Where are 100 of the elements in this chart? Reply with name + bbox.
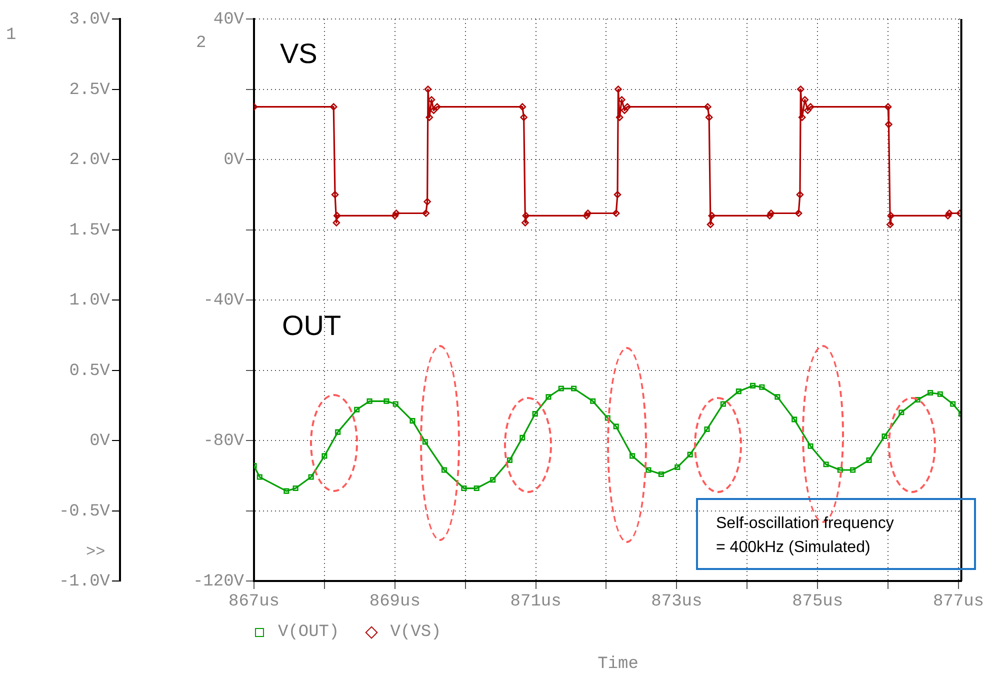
annotation: VS — [280, 38, 318, 70]
y-tick-label: 3.0V — [69, 10, 111, 30]
point — [430, 106, 438, 114]
x-tick-label: 867us — [228, 592, 280, 612]
point — [823, 462, 829, 468]
point — [620, 106, 628, 114]
point — [796, 190, 804, 198]
y-tick-label: 1.0V — [69, 292, 111, 310]
point — [392, 210, 400, 217]
point — [614, 86, 622, 93]
point — [616, 114, 624, 121]
y-tick-label: 2.5V — [69, 80, 111, 100]
point — [410, 418, 416, 424]
y-tick-label: 0.5V — [69, 362, 111, 381]
point — [474, 486, 480, 492]
point — [674, 464, 680, 470]
point — [886, 220, 894, 228]
legend-label: V(OUT) — [278, 623, 340, 642]
point — [256, 474, 262, 480]
legend-label: V(VS) — [390, 623, 442, 642]
x-tick-label: 869us — [369, 592, 420, 612]
point — [704, 426, 710, 432]
point — [546, 394, 552, 400]
point — [461, 486, 467, 492]
point — [520, 114, 528, 121]
point — [808, 443, 814, 449]
point — [885, 120, 892, 128]
y2-tick-label: -80V — [203, 432, 245, 451]
y2-tick-label: 0V — [224, 151, 245, 170]
point — [558, 386, 564, 392]
point — [292, 486, 298, 492]
point — [946, 210, 953, 217]
point — [837, 467, 843, 473]
point — [614, 190, 622, 198]
point — [426, 114, 434, 121]
point — [928, 390, 934, 396]
point — [333, 212, 341, 220]
point — [705, 114, 713, 121]
point — [424, 198, 431, 206]
point — [332, 219, 340, 226]
point — [884, 103, 892, 110]
point — [366, 398, 372, 404]
point — [804, 106, 812, 114]
point — [520, 434, 526, 440]
point — [794, 210, 802, 217]
y2-tick-label: 40V — [213, 10, 245, 30]
point — [914, 396, 920, 403]
point — [532, 411, 538, 417]
point — [866, 457, 872, 463]
point — [506, 457, 512, 463]
point — [687, 452, 693, 458]
point — [630, 453, 636, 459]
point — [284, 488, 290, 494]
point — [704, 103, 712, 110]
point — [797, 86, 804, 93]
y-tick-label: -0.5V — [58, 502, 111, 522]
x-tick-label: 873us — [651, 592, 702, 612]
point — [384, 398, 390, 404]
point — [706, 220, 714, 228]
point — [898, 410, 904, 416]
point — [612, 210, 620, 217]
text: >> — [86, 543, 106, 561]
point — [937, 391, 943, 397]
point — [774, 394, 780, 400]
point — [518, 103, 526, 110]
x-tick-label: 877us — [932, 592, 984, 612]
annotation: OUT — [282, 310, 342, 342]
point — [792, 416, 798, 422]
point — [766, 212, 774, 220]
point — [571, 386, 577, 392]
point — [767, 210, 775, 217]
point — [736, 388, 742, 394]
point — [424, 86, 432, 93]
point — [646, 467, 652, 473]
point — [308, 474, 314, 480]
y-tick-label: -1.0V — [58, 572, 111, 592]
point — [354, 406, 360, 412]
y-tick-label: 2.0V — [69, 151, 111, 170]
y-tick-label: 1.5V — [69, 221, 111, 240]
point — [330, 103, 338, 110]
point — [590, 398, 596, 404]
point — [441, 467, 447, 473]
point — [522, 212, 530, 220]
point — [850, 467, 856, 473]
point — [798, 114, 806, 121]
point — [887, 212, 894, 220]
annotation: Self-oscillation frequency = 400kHz (Simulated) — [696, 498, 976, 570]
point — [801, 96, 809, 104]
point — [582, 212, 590, 220]
point — [522, 219, 529, 226]
point — [882, 434, 888, 440]
y2-tick-label: -120V — [192, 572, 245, 592]
point — [944, 212, 952, 220]
point — [806, 103, 814, 110]
point — [335, 429, 341, 435]
point — [604, 415, 610, 421]
y-tick-label: 0V — [90, 432, 111, 451]
point — [392, 401, 398, 407]
point — [391, 212, 399, 220]
y2-axis-title: 2 — [196, 34, 206, 53]
